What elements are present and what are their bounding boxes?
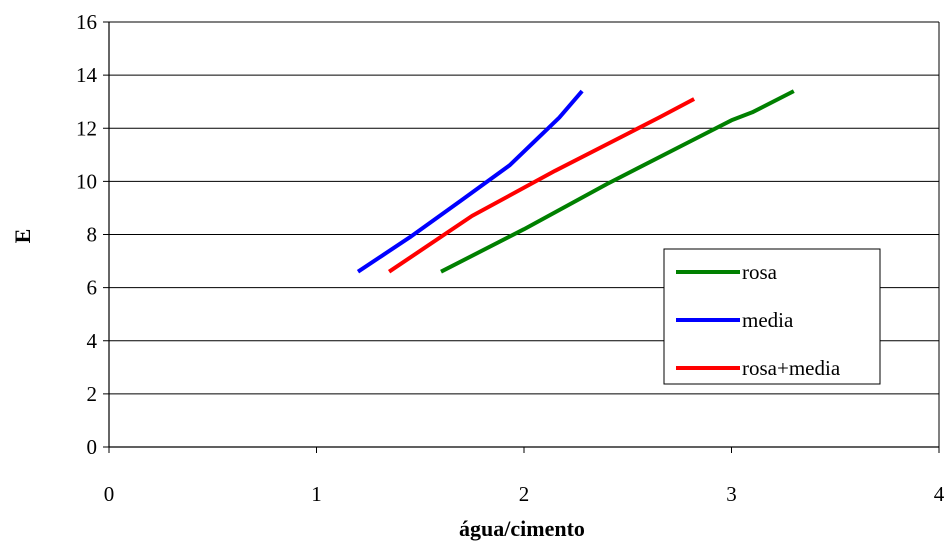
- legend: rosa media rosa+media: [663, 248, 881, 385]
- x-tick-label: 2: [519, 482, 530, 506]
- y-tick-label: 2: [87, 382, 98, 406]
- x-tick-label: 4: [934, 482, 945, 506]
- y-tick-label: 6: [87, 276, 98, 300]
- plot-frame: [103, 21, 940, 453]
- legend-label: rosa: [742, 260, 778, 284]
- y-axis-title: E: [10, 229, 35, 244]
- x-tick-label: 1: [311, 482, 322, 506]
- series-line-rosa-media: [387, 97, 696, 274]
- x-tick-label: 3: [726, 482, 737, 506]
- legend-label: media: [742, 308, 794, 332]
- x-axis-title: água/cimento: [459, 516, 585, 541]
- y-tick-label: 8: [87, 223, 98, 247]
- series-line-media: [356, 89, 584, 274]
- legend-label: rosa+media: [742, 356, 841, 380]
- y-tick-label: 10: [76, 169, 97, 193]
- y-tick-label: 0: [87, 435, 98, 459]
- y-tick-labels: 0 2 4 6 8 10 12 14 16: [76, 10, 98, 459]
- x-tick-labels: 0 1 2 3 4: [104, 482, 945, 506]
- y-tick-label: 4: [87, 329, 98, 353]
- gridlines: [109, 21, 939, 395]
- series-line-rosa: [440, 89, 795, 274]
- y-tick-label: 12: [76, 116, 97, 140]
- series-lines: [356, 89, 795, 274]
- y-tick-label: 14: [76, 63, 98, 87]
- y-tick-label: 16: [76, 10, 97, 34]
- x-tick-label: 0: [104, 482, 115, 506]
